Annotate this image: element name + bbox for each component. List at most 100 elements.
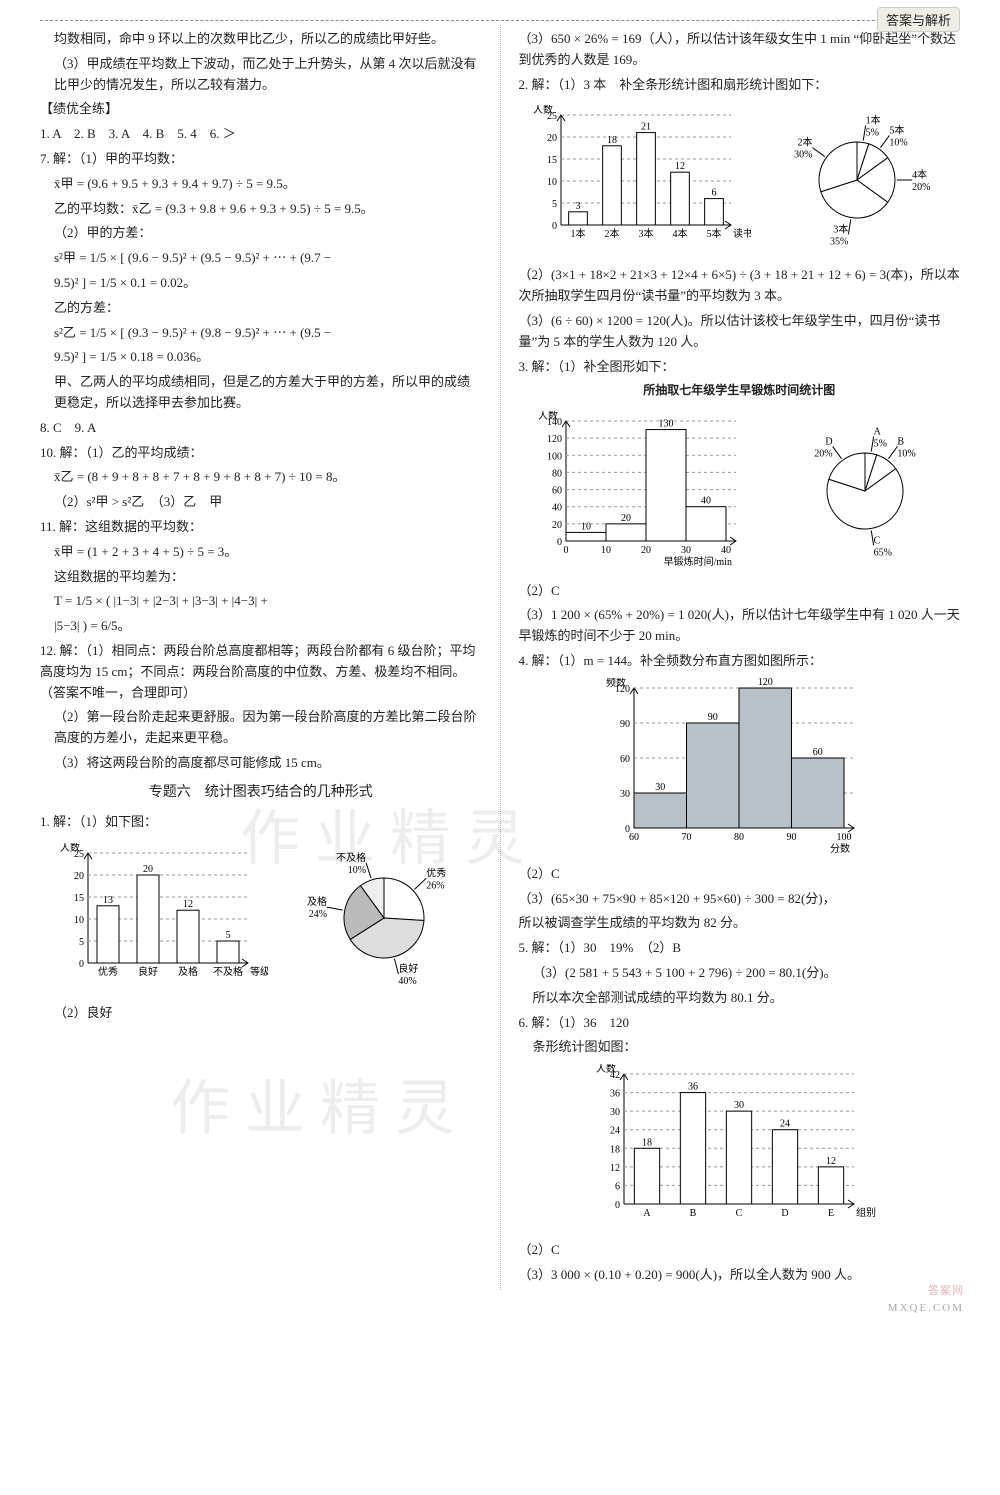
svg-text:6: 6 xyxy=(615,1182,620,1193)
q7-concl: 甲、乙两人的平均成绩相同，但是乙的方差大于甲的方差，所以甲的成绩更稳定，所以选择… xyxy=(40,372,482,414)
svg-text:30%: 30% xyxy=(794,150,812,161)
svg-text:18: 18 xyxy=(610,1144,620,1155)
svg-text:40%: 40% xyxy=(398,976,416,987)
svg-text:30: 30 xyxy=(681,545,691,556)
svg-text:30: 30 xyxy=(620,789,630,800)
lq1-bar-chart: 051015202513优秀20良好12及格5不及格人数等级 xyxy=(58,843,268,993)
svg-text:人数: 人数 xyxy=(533,105,553,116)
svg-text:20: 20 xyxy=(641,545,651,556)
footer-url: MXQE.COM xyxy=(888,1302,964,1314)
q7-l3a: s²甲 = 1/5 × [ (9.6 − 9.5)² + (9.5 − 9.5)… xyxy=(40,248,482,269)
svg-text:20: 20 xyxy=(621,512,631,523)
svg-text:120: 120 xyxy=(758,678,773,688)
q11-l4: |5−3| ) = 6/5。 xyxy=(40,616,482,637)
svg-text:30: 30 xyxy=(610,1107,620,1118)
rq2-head: 2. 解：（1）3 本 补全条形统计图和扇形统计图如下： xyxy=(519,75,961,96)
rq2-pie-chart: 1本5%5本10%4本20%3本35%2本30% xyxy=(777,105,947,255)
rq2-bar-chart: 051015202531本182本213本124本65本人数读书量 xyxy=(531,105,751,255)
q11-l1: x̄甲 = (1 + 2 + 3 + 4 + 5) ÷ 5 = 3。 xyxy=(40,542,482,563)
svg-text:60: 60 xyxy=(813,747,823,758)
rq3-l2: （2）C xyxy=(519,581,961,602)
rq5-l1: 5. 解：（1）30 19% （2）B xyxy=(519,938,961,959)
q12-l1: 12. 解：（1）相同点：两段台阶总高度都相等；两段台阶都有 6 级台阶；平均高… xyxy=(40,641,482,703)
svg-text:15: 15 xyxy=(547,155,557,166)
svg-text:良好: 良好 xyxy=(138,965,158,978)
svg-text:5本: 5本 xyxy=(890,124,905,137)
svg-text:频数: 频数 xyxy=(606,678,626,689)
svg-text:A: A xyxy=(874,426,882,437)
svg-text:18: 18 xyxy=(607,135,617,146)
q89: 8. C 9. A xyxy=(40,418,482,439)
svg-text:0: 0 xyxy=(615,1200,620,1211)
q11-l2: 这组数据的平均差为： xyxy=(40,567,482,588)
svg-text:2本: 2本 xyxy=(798,136,813,149)
svg-text:12: 12 xyxy=(675,162,685,173)
svg-text:组别: 组别 xyxy=(856,1206,876,1219)
rq5-l2: （3）(2 581 + 5 543 + 5 100 + 2 796) ÷ 200… xyxy=(519,963,961,984)
svg-text:26%: 26% xyxy=(426,880,444,891)
svg-text:C: C xyxy=(736,1208,743,1219)
q12-l3: （3）将这两段台阶的高度都尽可能修成 15 cm。 xyxy=(40,753,482,774)
svg-text:优秀: 优秀 xyxy=(98,965,118,978)
svg-text:0: 0 xyxy=(557,537,562,548)
svg-text:60: 60 xyxy=(552,485,562,496)
svg-text:1本: 1本 xyxy=(866,114,881,127)
svg-text:12: 12 xyxy=(610,1163,620,1174)
bracket-title: 【绩优全练】 xyxy=(40,99,482,120)
svg-text:3: 3 xyxy=(576,201,581,212)
svg-text:90: 90 xyxy=(787,832,797,843)
rq3-title: 所抽取七年级学生早锻炼时间统计图 xyxy=(519,381,961,400)
svg-text:优秀: 优秀 xyxy=(426,866,446,879)
q7-l4a: s²乙 = 1/5 × [ (9.3 − 9.5)² + (9.8 − 9.5)… xyxy=(40,323,482,344)
header-tag: 答案与解析 xyxy=(877,7,960,32)
svg-text:20: 20 xyxy=(74,871,84,882)
svg-text:等级: 等级 xyxy=(250,965,268,978)
svg-text:80: 80 xyxy=(734,832,744,843)
svg-text:10%: 10% xyxy=(890,138,908,149)
svg-text:36: 36 xyxy=(610,1089,620,1100)
svg-text:5本: 5本 xyxy=(707,227,722,240)
svg-text:30: 30 xyxy=(734,1100,744,1111)
svg-text:E: E xyxy=(828,1208,834,1219)
svg-text:10: 10 xyxy=(547,177,557,188)
svg-text:人数: 人数 xyxy=(538,411,558,422)
q7-l3b: 9.5)² ] = 1/5 × 0.1 = 0.02。 xyxy=(40,273,482,294)
svg-text:80: 80 xyxy=(552,468,562,479)
svg-text:20: 20 xyxy=(552,519,562,530)
q7-head: 7. 解：（1）甲的平均数： xyxy=(40,149,482,170)
rq5-l3: 所以本次全部测试成绩的平均数为 80.1 分。 xyxy=(519,988,961,1009)
svg-text:15: 15 xyxy=(74,893,84,904)
q7-l1: x̄甲 = (9.6 + 9.5 + 9.3 + 9.4 + 9.7) ÷ 5 … xyxy=(40,174,482,195)
lq1-head: 1. 解：（1）如下图： xyxy=(40,812,482,833)
q10-l2: （2）s²甲 > s²乙 （3）乙 甲 xyxy=(40,492,482,513)
svg-text:0: 0 xyxy=(79,959,84,970)
svg-text:人数: 人数 xyxy=(596,1064,616,1075)
svg-text:C: C xyxy=(874,535,881,546)
rq2-l2: （2）(3×1 + 18×2 + 21×3 + 12×4 + 6×5) ÷ (3… xyxy=(519,265,961,307)
svg-text:早锻炼时间/min: 早锻炼时间/min xyxy=(664,555,732,568)
rq4-l2: （2）C xyxy=(519,864,961,885)
svg-text:D: D xyxy=(826,436,833,447)
svg-text:不及格: 不及格 xyxy=(213,965,243,978)
svg-text:20: 20 xyxy=(547,133,557,144)
svg-text:及格: 及格 xyxy=(307,895,327,908)
svg-text:20%: 20% xyxy=(814,448,832,459)
rq3-head: 3. 解：（1）补全图形如下： xyxy=(519,357,961,378)
left-column: 均数相同，命中 9 环以上的次数甲比乙少，所以乙的成绩比甲好些。 （3）甲成绩在… xyxy=(40,25,482,1290)
svg-text:24: 24 xyxy=(610,1126,620,1137)
svg-text:3本: 3本 xyxy=(834,223,849,236)
svg-text:20: 20 xyxy=(143,864,153,875)
rq3-bar-chart: 020406080100120140010203040102013040人数早锻… xyxy=(531,411,761,571)
svg-text:良好: 良好 xyxy=(398,962,418,975)
svg-text:2本: 2本 xyxy=(605,227,620,240)
svg-text:B: B xyxy=(898,436,905,447)
svg-text:65%: 65% xyxy=(874,547,892,558)
footer-brand: 答案网 xyxy=(928,1282,964,1298)
svg-text:分数: 分数 xyxy=(830,842,850,855)
svg-text:及格: 及格 xyxy=(178,965,198,978)
svg-text:10: 10 xyxy=(74,915,84,926)
svg-text:20%: 20% xyxy=(912,182,930,193)
svg-text:130: 130 xyxy=(659,418,674,429)
svg-text:B: B xyxy=(690,1208,697,1219)
svg-text:90: 90 xyxy=(620,719,630,730)
